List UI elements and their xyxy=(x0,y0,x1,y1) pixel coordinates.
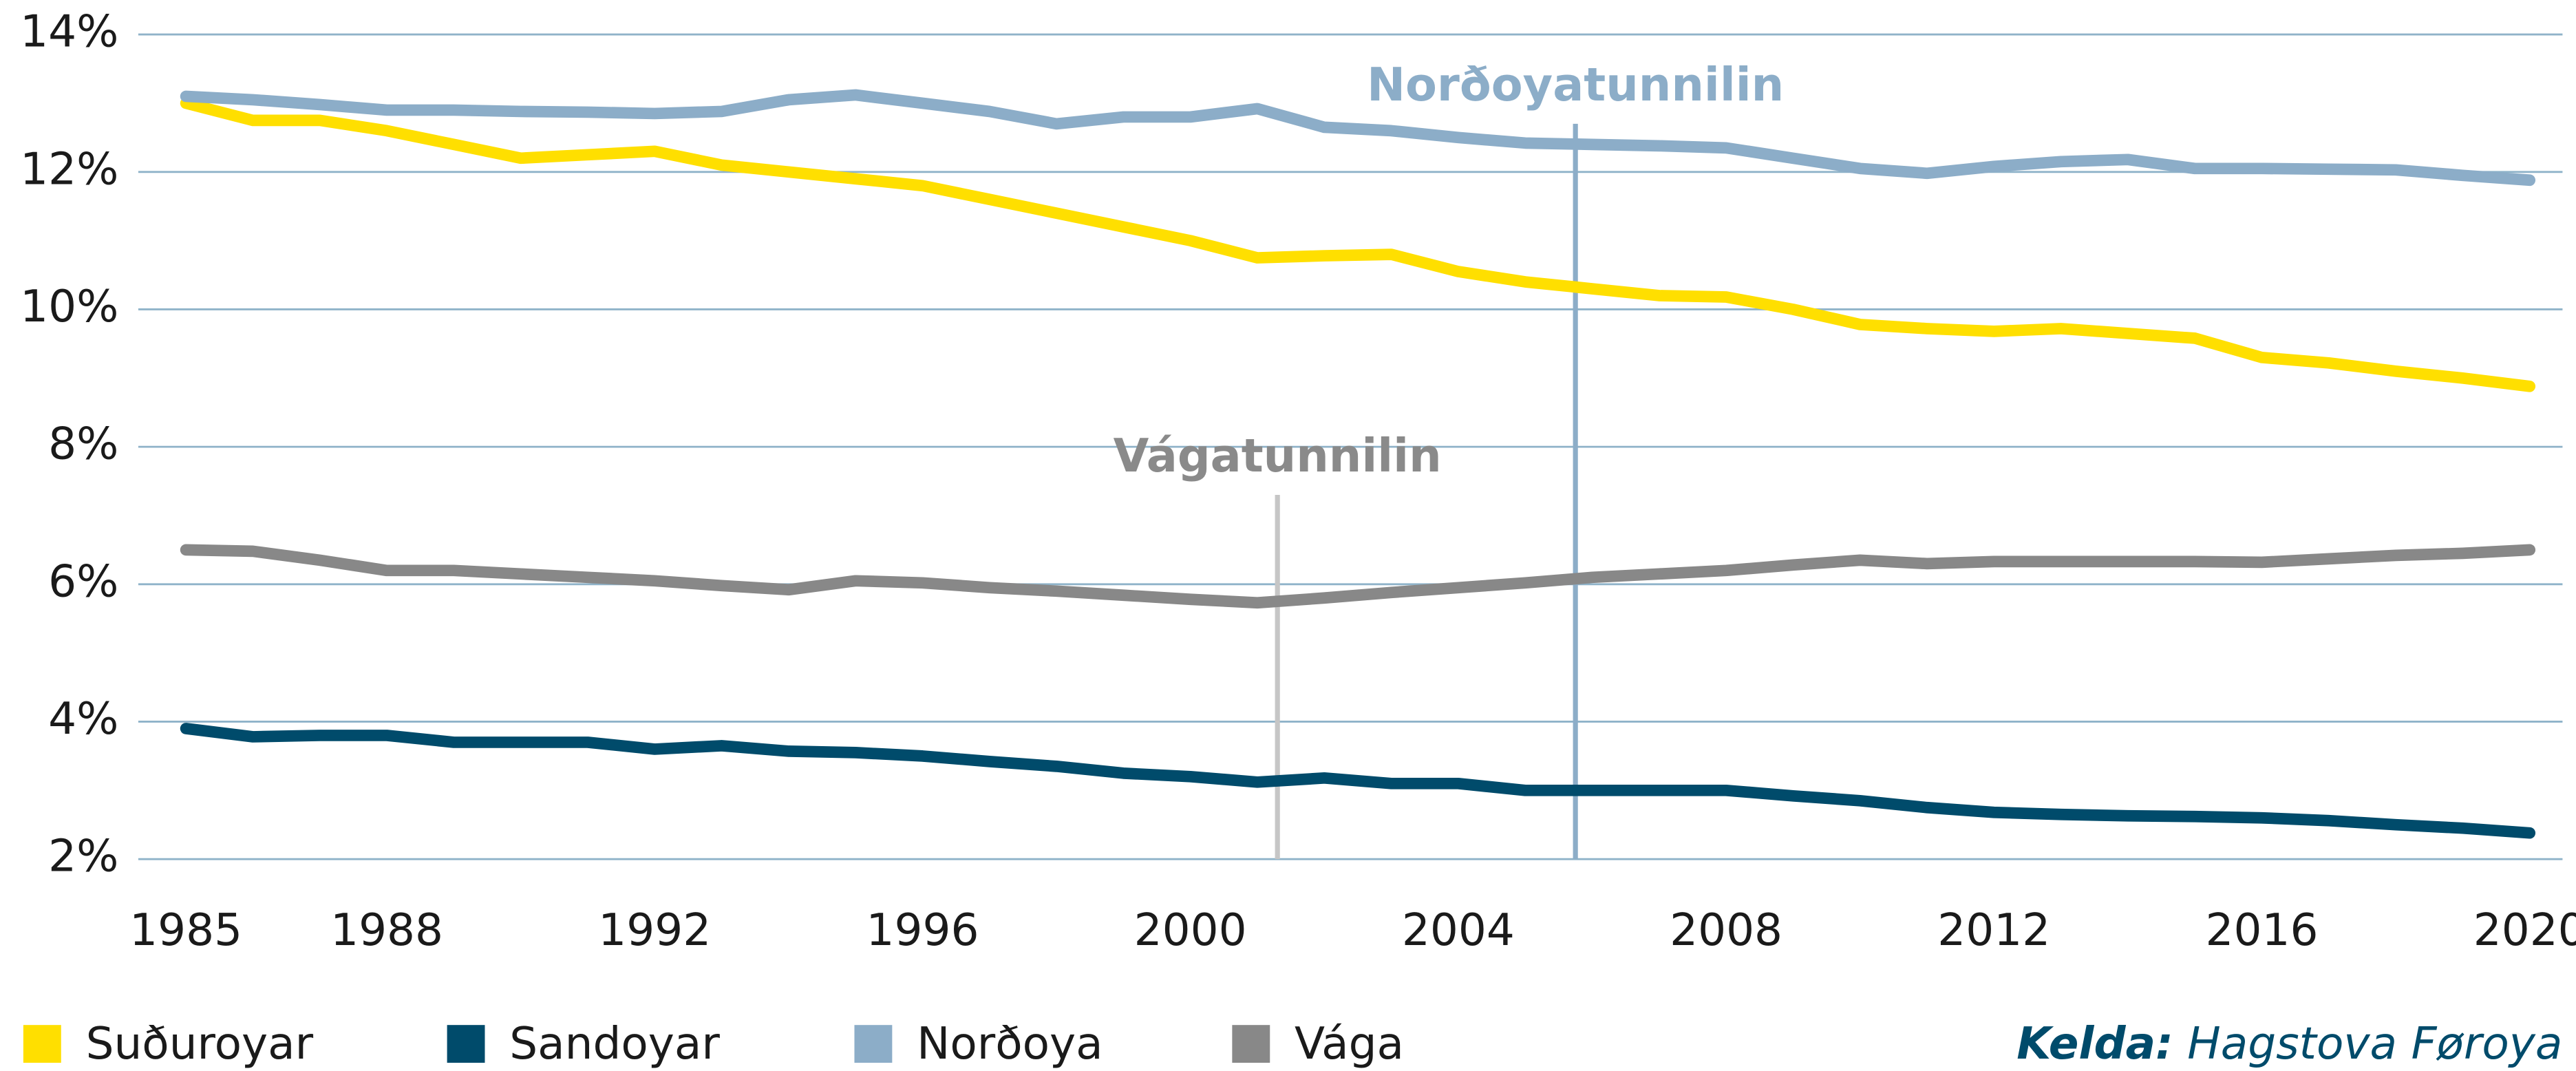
y-tick-label: 12% xyxy=(20,143,118,195)
source-label: Kelda: xyxy=(2016,1018,2173,1070)
legend-item: Vága xyxy=(1232,1018,1404,1070)
x-tick-label: 2016 xyxy=(2206,904,2319,956)
x-tick-label: 2008 xyxy=(1670,904,1782,956)
series-line xyxy=(180,544,2536,609)
x-tick-label: 1988 xyxy=(330,904,443,956)
annotation-label: Vágatunnilin xyxy=(1114,429,1442,483)
series-line xyxy=(180,89,2536,187)
legend-swatch xyxy=(854,1025,893,1063)
legend-label: Suðuroyar xyxy=(86,1018,314,1070)
source: Kelda: Hagstova Føroya xyxy=(2016,1018,2562,1070)
x-tick-label: 1992 xyxy=(598,904,711,956)
y-tick-label: 14% xyxy=(20,6,118,58)
x-tick-label: 2020 xyxy=(2473,904,2576,956)
annotation-label: Norðoyatunnilin xyxy=(1367,58,1784,112)
legend-item: Norðoya xyxy=(854,1018,1103,1070)
x-tick-label: 2004 xyxy=(1402,904,1515,956)
y-tick-label: 10% xyxy=(20,281,118,332)
y-tick-label: 8% xyxy=(48,418,118,470)
legend-label: Sandoyar xyxy=(509,1018,720,1070)
x-tick-label: 1985 xyxy=(129,904,242,956)
series-line xyxy=(180,97,2536,392)
legend-item: Sandoyar xyxy=(447,1018,720,1070)
legend-item: Suðuroyar xyxy=(23,1018,314,1070)
x-tick-label: 2000 xyxy=(1134,904,1247,956)
series-line xyxy=(180,723,2536,839)
legend-swatch xyxy=(23,1025,61,1063)
x-tick-label: 1996 xyxy=(866,904,979,956)
source-text: Hagstova Føroya xyxy=(2187,1018,2562,1070)
x-tick-label: 2012 xyxy=(1937,904,2050,956)
legend-swatch xyxy=(447,1025,485,1063)
y-tick-label: 2% xyxy=(48,831,118,882)
legend-swatch xyxy=(1232,1025,1270,1063)
legend-label: Vága xyxy=(1295,1018,1404,1070)
y-tick-label: 6% xyxy=(48,555,118,607)
y-tick-label: 4% xyxy=(48,693,118,745)
legend-label: Norðoya xyxy=(917,1018,1103,1070)
